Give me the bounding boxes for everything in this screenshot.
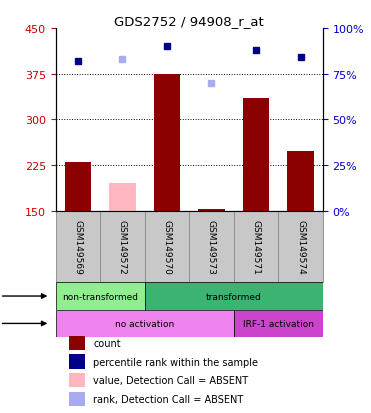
Bar bbox=[154, 74, 180, 211]
Title: GDS2752 / 94908_r_at: GDS2752 / 94908_r_at bbox=[114, 15, 264, 28]
Bar bbox=[56, 211, 100, 282]
Bar bbox=[234, 310, 323, 337]
Bar bbox=[56, 310, 234, 337]
Text: IRF-1 activation: IRF-1 activation bbox=[243, 319, 314, 328]
Text: GSM149571: GSM149571 bbox=[252, 219, 260, 274]
Text: rank, Detection Call = ABSENT: rank, Detection Call = ABSENT bbox=[93, 394, 243, 404]
Bar bbox=[198, 210, 225, 211]
Bar bbox=[278, 211, 323, 282]
Text: GSM149569: GSM149569 bbox=[73, 219, 82, 274]
Bar bbox=[69, 392, 85, 406]
Bar bbox=[234, 211, 278, 282]
Text: cell type: cell type bbox=[0, 291, 46, 301]
Bar bbox=[69, 354, 85, 369]
Bar bbox=[109, 184, 136, 211]
Bar bbox=[100, 211, 145, 282]
Text: percentile rank within the sample: percentile rank within the sample bbox=[93, 357, 258, 367]
Text: GSM149574: GSM149574 bbox=[296, 220, 305, 274]
Bar bbox=[145, 211, 189, 282]
Text: GSM149573: GSM149573 bbox=[207, 219, 216, 274]
Text: GSM149572: GSM149572 bbox=[118, 220, 127, 274]
Bar bbox=[287, 152, 314, 211]
Bar bbox=[243, 99, 269, 211]
Text: transformed: transformed bbox=[206, 292, 262, 301]
Bar bbox=[145, 282, 323, 310]
Bar bbox=[189, 211, 234, 282]
Bar bbox=[65, 162, 91, 211]
Bar bbox=[56, 282, 145, 310]
Text: count: count bbox=[93, 338, 121, 348]
Text: value, Detection Call = ABSENT: value, Detection Call = ABSENT bbox=[93, 375, 248, 385]
Text: protocol: protocol bbox=[0, 319, 46, 329]
Text: no activation: no activation bbox=[115, 319, 174, 328]
Bar bbox=[69, 336, 85, 350]
Text: non-transformed: non-transformed bbox=[62, 292, 138, 301]
Text: GSM149570: GSM149570 bbox=[162, 219, 171, 274]
Bar bbox=[69, 373, 85, 387]
